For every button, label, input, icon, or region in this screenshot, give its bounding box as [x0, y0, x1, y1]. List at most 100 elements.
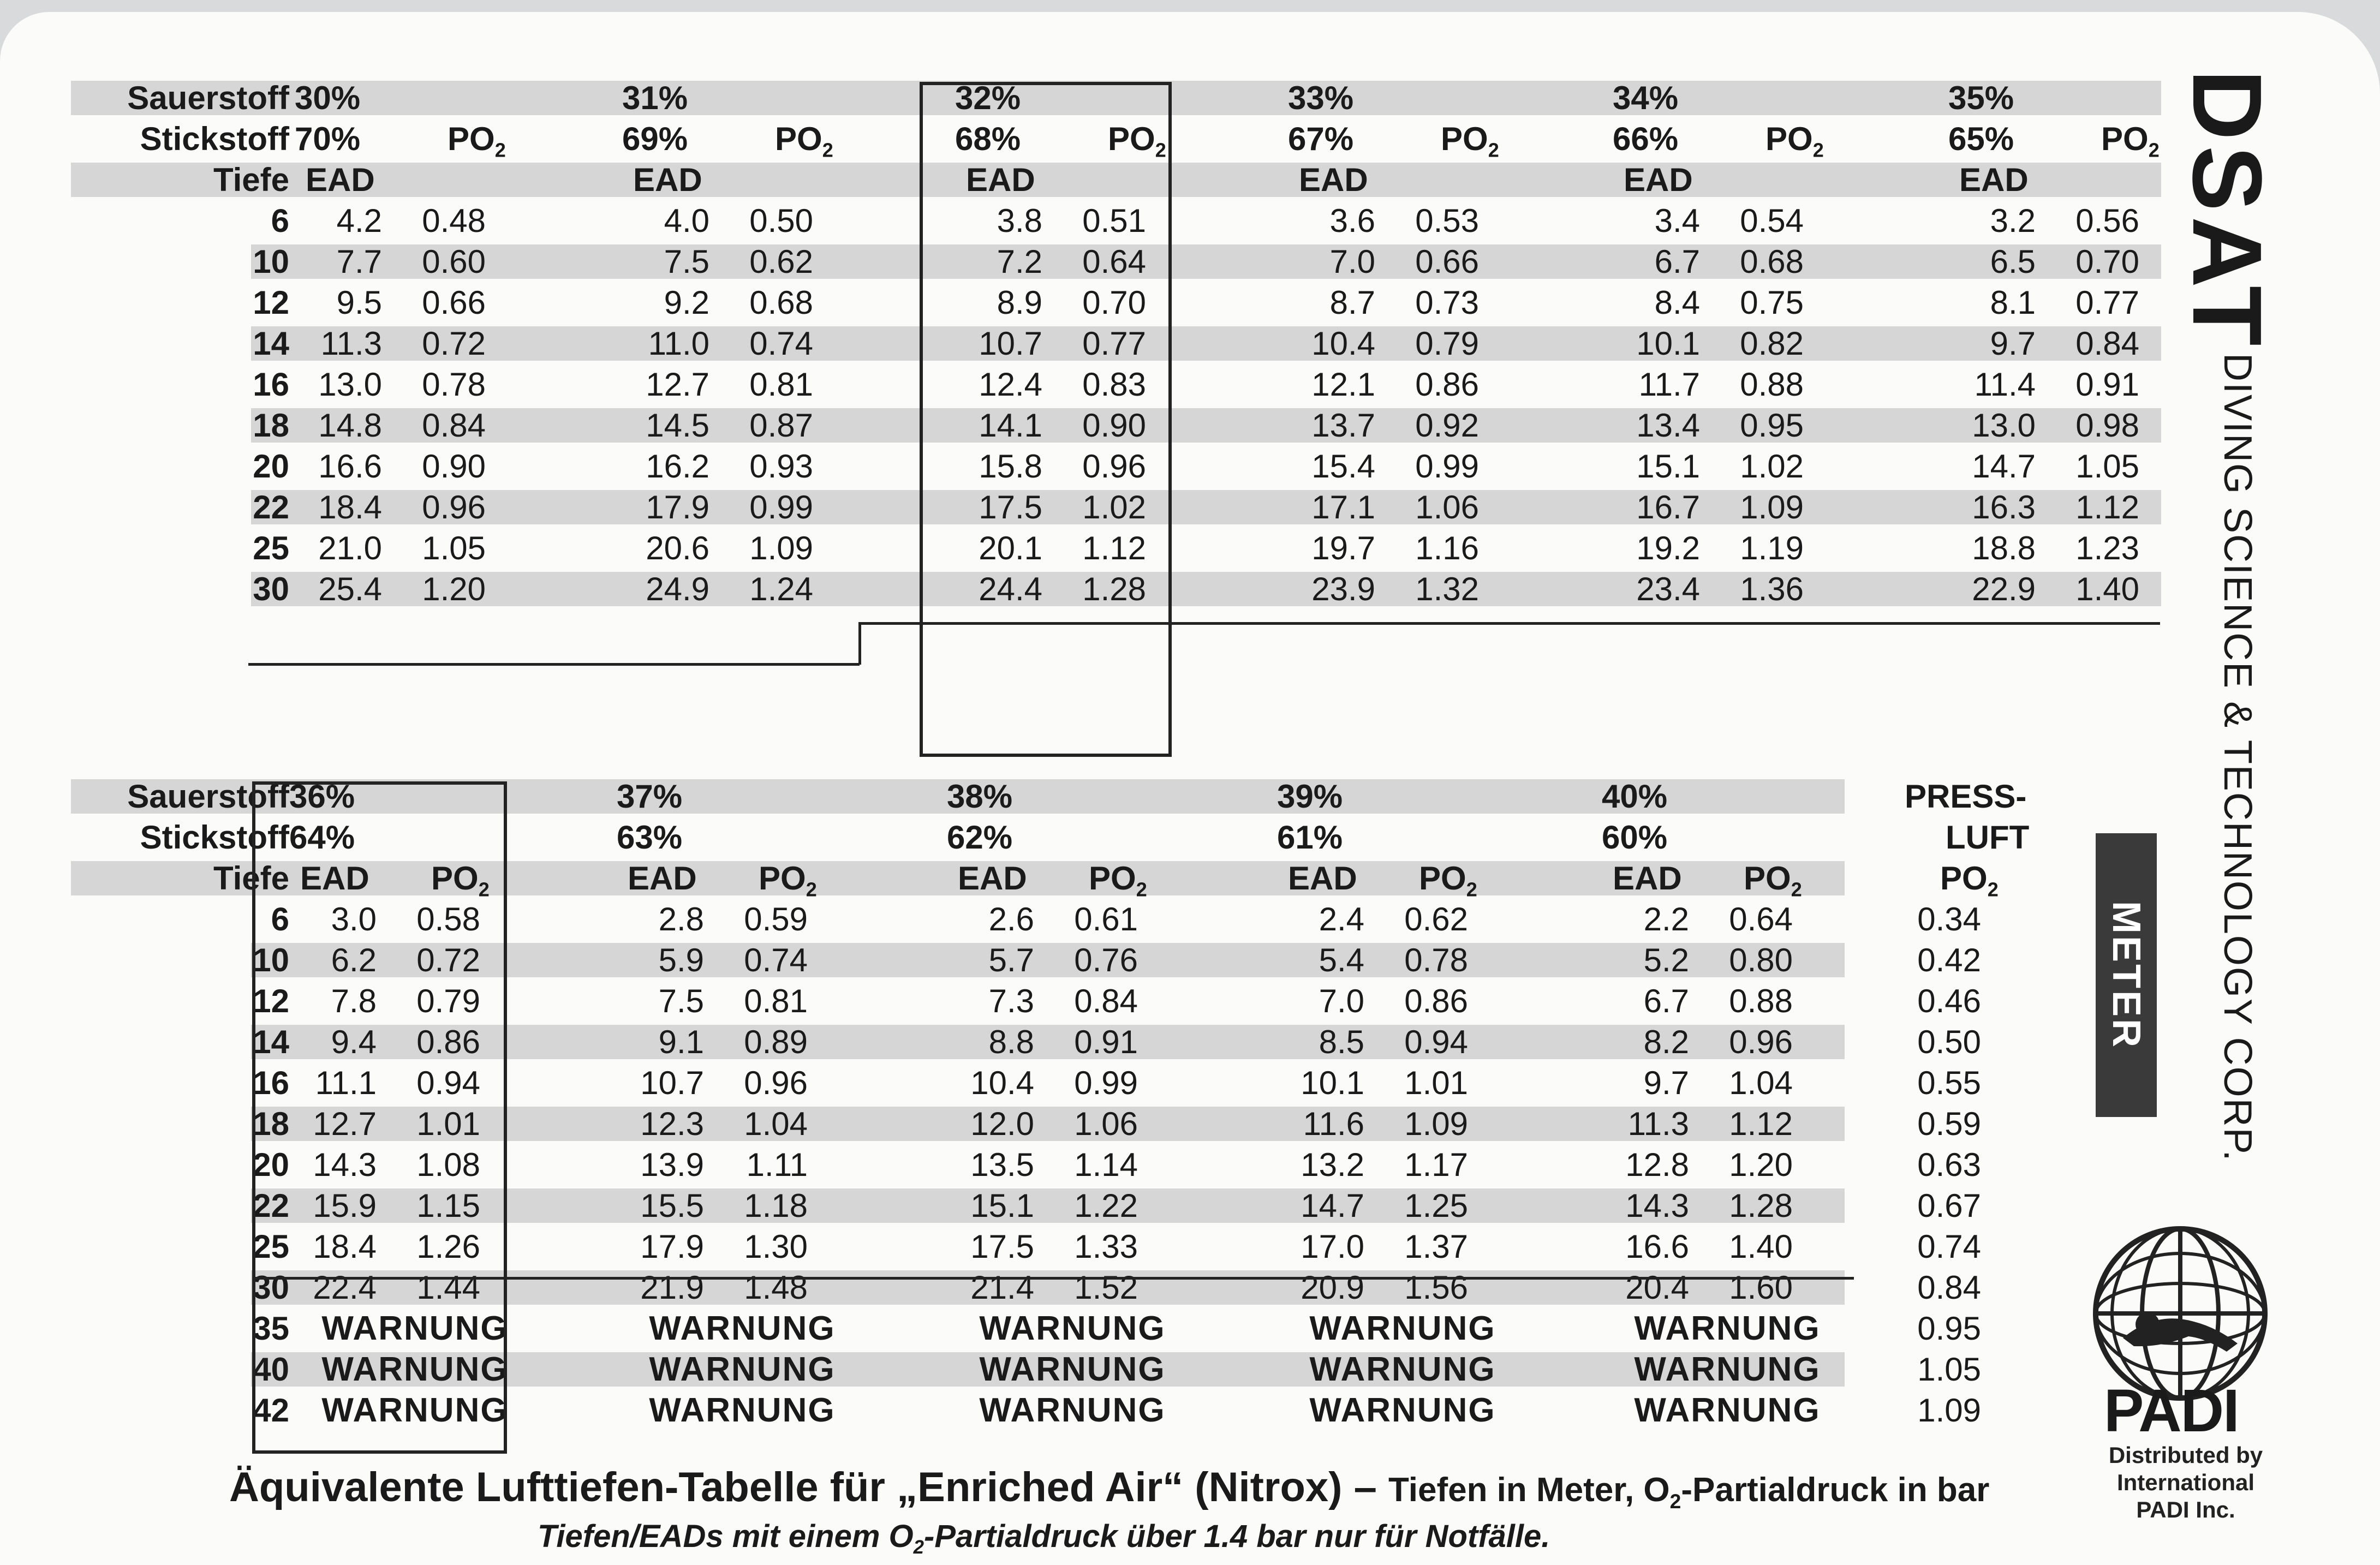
ead-value: 12.7	[646, 366, 709, 403]
ead-value: 6.7	[1643, 983, 1689, 1019]
warning-cell: WARNUNG	[1309, 1310, 1496, 1347]
po2-value: 0.68	[749, 284, 813, 321]
ead-value: 10.1	[1301, 1065, 1364, 1101]
ead-value: 3.2	[1990, 202, 2036, 239]
po2-value: 0.79	[1415, 325, 1479, 362]
ead-value: 8.5	[1319, 1024, 1364, 1060]
ead-value: 5.2	[1643, 942, 1689, 978]
po2-header: PO2	[448, 118, 506, 162]
ead-value: 14.3	[313, 1146, 377, 1183]
po2-value: 0.96	[422, 489, 486, 525]
oxygen-label: Sauerstoff	[127, 80, 289, 116]
ead-value: 12.0	[970, 1106, 1034, 1142]
ead-value: 17.1	[1311, 489, 1375, 525]
table-row: 30 25.4 1.20 24.9 1.24 24.4 1.28 23.9 1.32 23.4 1.…	[71, 569, 2161, 610]
ead-header: EAD	[1288, 860, 1357, 897]
distributed-line: Distributed by	[2108, 1442, 2263, 1468]
ead-value: 17.0	[1301, 1228, 1364, 1265]
ead-header: EAD	[1613, 860, 1682, 897]
po2-value: 0.70	[2075, 243, 2139, 280]
table-row: 22 18.4 0.96 17.9 0.99 17.5 1.02 17.1 1.06 16.7 1.…	[71, 487, 2161, 528]
ead-value: 11.6	[1303, 1106, 1364, 1142]
ead-value: 12.4	[979, 366, 1042, 403]
po2-value: 1.56	[1404, 1269, 1468, 1306]
padi-globe-icon	[2093, 1226, 2268, 1401]
table-row: 6 3.0 0.58 2.8 0.59 2.6 0.61 2.4 0.62 2.2 0.64 0.34	[71, 899, 1981, 940]
limit-line	[858, 622, 861, 665]
depth-value: 18	[253, 1106, 289, 1142]
po2-value: 0.99	[1415, 448, 1479, 485]
po2-value: 1.30	[744, 1228, 808, 1265]
ead-value: 10.4	[970, 1065, 1034, 1101]
depth-value: 6	[271, 202, 289, 239]
ead-value: 11.4	[1974, 366, 2036, 403]
ead-value: 15.5	[640, 1187, 704, 1224]
nitrogen-percent: 68%	[955, 121, 1021, 157]
table-row: 22 15.9 1.15 15.5 1.18 15.1 1.22 14.7 1.25 14.3 1.…	[71, 1185, 1981, 1226]
po2-value: 1.17	[1404, 1146, 1468, 1183]
po2-value: 1.40	[2075, 571, 2139, 607]
oxygen-percent: 40%	[1602, 778, 1668, 815]
po2-value: 0.95	[1740, 407, 1804, 444]
po2-value: 1.32	[1415, 571, 1479, 607]
ead-value: 11.3	[1627, 1106, 1689, 1142]
po2-value: 1.12	[2075, 489, 2139, 525]
po2-value: 1.37	[1404, 1228, 1468, 1265]
warning-cell: WARNUNG	[1634, 1351, 1821, 1388]
po2-subscript: 2	[494, 139, 506, 162]
nitrogen-percent: 64%	[289, 819, 355, 856]
ead-value: 18.4	[313, 1228, 377, 1265]
ead-value: 16.6	[318, 448, 382, 485]
po2-header: PO2	[1940, 858, 1999, 899]
po2-value: 0.75	[1740, 284, 1804, 321]
ead-value: 3.8	[997, 202, 1042, 239]
po2-value: 0.99	[749, 489, 813, 525]
po2-header: PO2	[431, 858, 490, 899]
po2-value: 1.09	[1740, 489, 1804, 525]
ead-value: 11.3	[320, 325, 382, 362]
oxygen-percent: 30%	[295, 80, 361, 116]
nitrogen-percent: 60%	[1602, 819, 1668, 856]
ead-value: 17.9	[646, 489, 709, 525]
po2-subscript: 2	[1812, 139, 1824, 162]
po2-value: 0.86	[1404, 983, 1468, 1019]
po2-value: 1.04	[744, 1106, 808, 1142]
limit-line	[248, 663, 860, 666]
po2-value: 1.01	[416, 1106, 480, 1142]
po2-value: 1.36	[1740, 571, 1804, 607]
po2-subscript: 2	[1466, 878, 1477, 901]
ead-value: 21.4	[970, 1269, 1034, 1306]
po2-value: 1.22	[1074, 1187, 1138, 1224]
po2-value: 1.25	[1404, 1187, 1468, 1224]
air-po2-value: 0.95	[1917, 1310, 1981, 1347]
ead-value: 9.1	[658, 1024, 704, 1060]
air-header: LUFT	[1946, 819, 2030, 856]
ead-value: 8.7	[1329, 284, 1375, 321]
depth-value: 25	[253, 1228, 289, 1265]
ead-value: 7.0	[1319, 983, 1364, 1019]
warning-cell: WARNUNG	[1634, 1391, 1821, 1429]
ead-value: 5.4	[1319, 942, 1364, 978]
warning-cell: WARNUNG	[321, 1391, 508, 1429]
warning-cell: WARNUNG	[649, 1351, 836, 1388]
air-po2-value: 0.63	[1917, 1146, 1981, 1183]
po2-subscript: 2	[1155, 139, 1166, 162]
nitrogen-percent: 70%	[295, 121, 361, 157]
po2-value: 1.33	[1074, 1228, 1138, 1265]
po2-value: 1.05	[422, 530, 486, 566]
po2-value: 1.20	[422, 571, 486, 607]
nitrogen-percent: 63%	[617, 819, 683, 856]
ead-header: EAD	[628, 860, 697, 897]
po2-value: 0.78	[422, 366, 486, 403]
warning-cell: WARNUNG	[1309, 1351, 1496, 1388]
depth-value: 30	[253, 571, 289, 607]
po2-value: 0.91	[1074, 1024, 1138, 1060]
ead-value: 16.2	[646, 448, 709, 485]
oxygen-percent: 39%	[1277, 778, 1343, 815]
ead-value: 16.3	[1972, 489, 2036, 525]
po2-subscript: 2	[2148, 139, 2160, 162]
depth-value: 6	[271, 901, 289, 937]
po2-value: 0.96	[1729, 1024, 1793, 1060]
table-row: 14 9.4 0.86 9.1 0.89 8.8 0.91 8.5 0.94 8.2 0.96 0.5…	[71, 1022, 1981, 1062]
po2-value: 1.12	[1729, 1106, 1793, 1142]
